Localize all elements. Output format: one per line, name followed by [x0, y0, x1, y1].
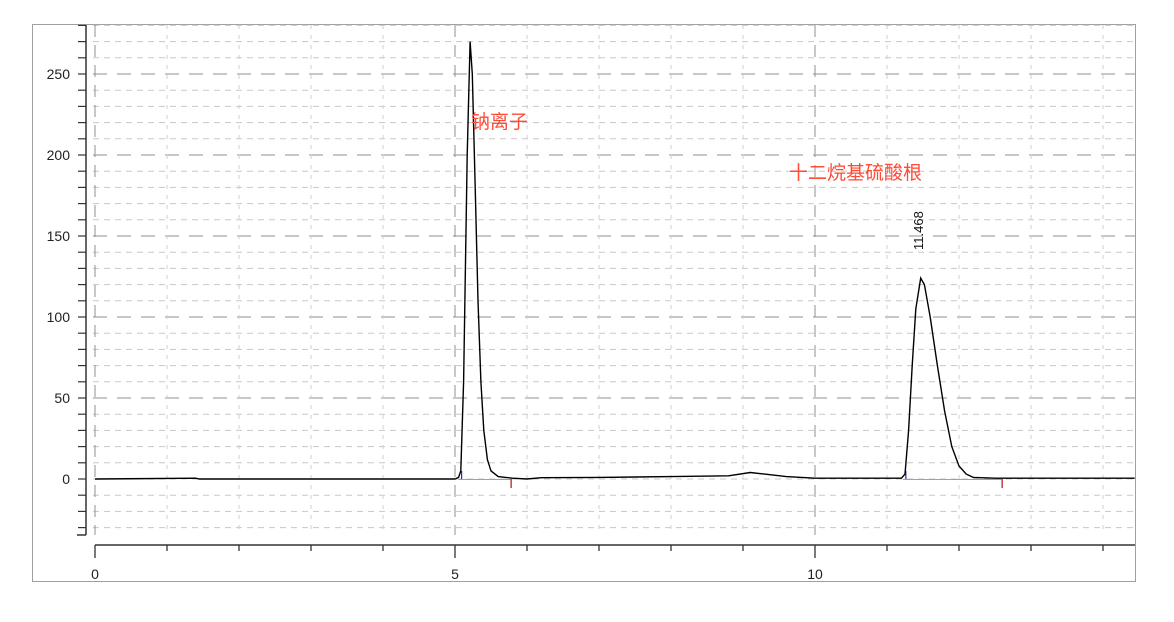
y-tick-label-250: 250: [47, 66, 71, 82]
y-tick-label-50: 50: [54, 390, 70, 406]
annotation-dodecyl-sulfate: 十二烷基硫酸根: [789, 162, 922, 184]
tick-labels: 0 5 10 0 50 100 150 200 250: [47, 66, 823, 582]
peak-marks: [458, 471, 1003, 488]
grid: [93, 24, 1135, 535]
y-tick-label-200: 200: [47, 147, 71, 163]
chart-frame: [32, 24, 1136, 582]
retention-time-label: 11.468: [911, 211, 926, 250]
x-tick-label-10: 10: [807, 566, 823, 582]
x-tick-label-0: 0: [91, 566, 99, 582]
y-tick-label-150: 150: [47, 228, 71, 244]
chromatogram-trace: [94, 41, 1135, 480]
axes: [77, 24, 1135, 558]
y-tick-label-100: 100: [47, 309, 71, 325]
y-tick-label-0: 0: [62, 471, 70, 487]
x-tick-label-5: 5: [451, 566, 459, 582]
annotation-sodium-ion: 钠离子: [471, 111, 528, 133]
